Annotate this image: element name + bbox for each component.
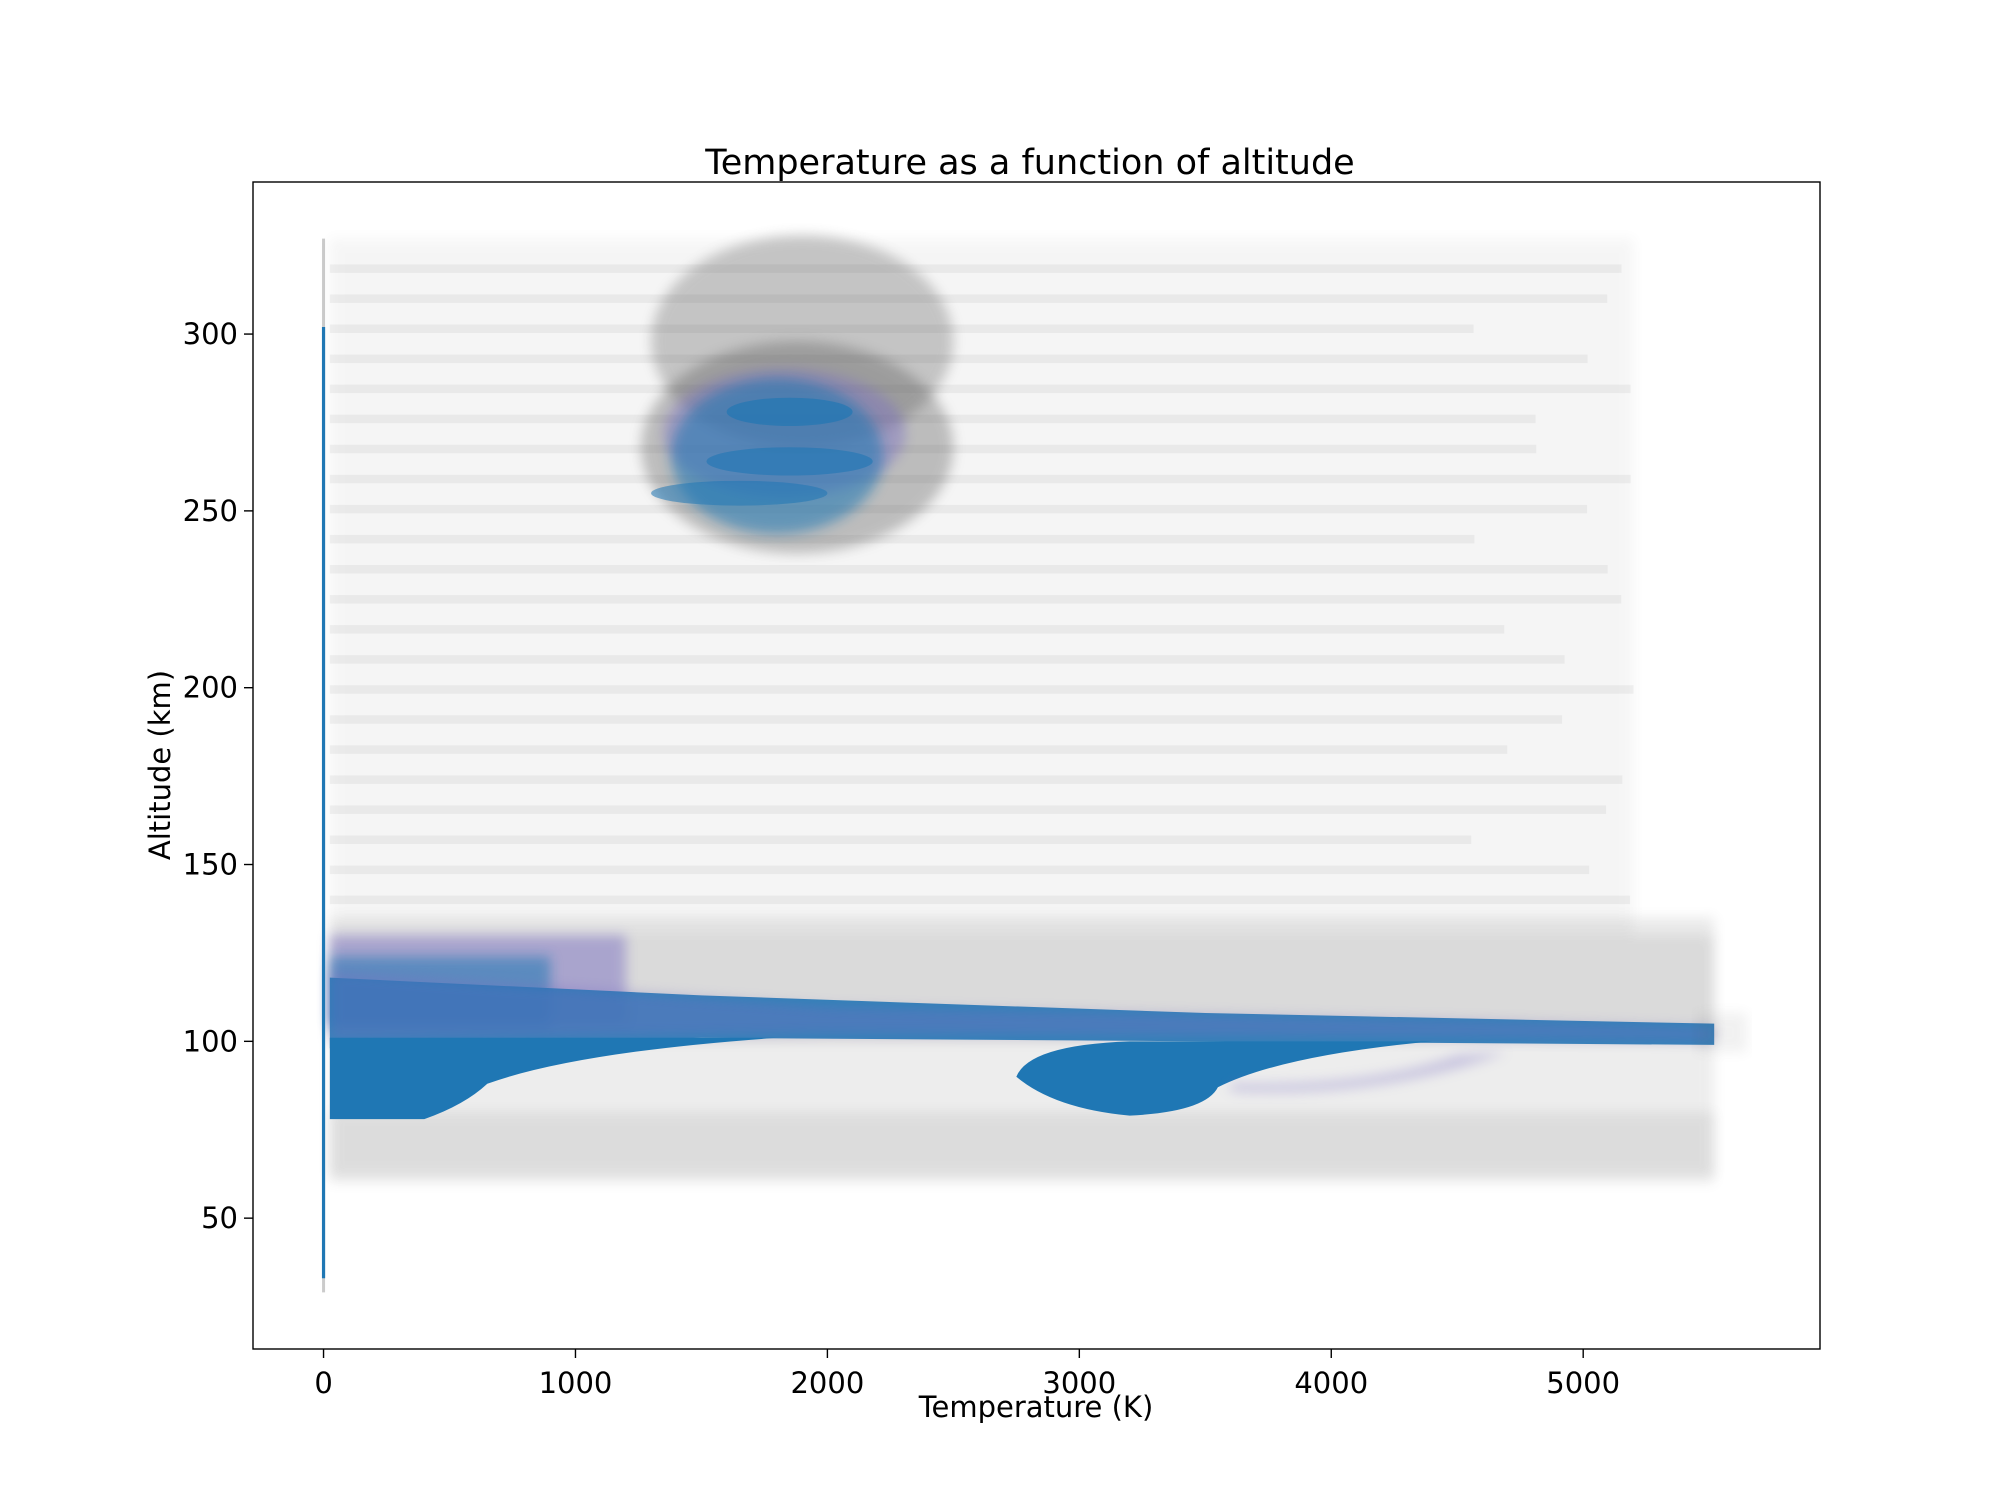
scatter-streak bbox=[329, 474, 1631, 484]
x-axis-label: Temperature (K) bbox=[918, 1390, 1154, 1424]
scatter-dense-middle bbox=[1016, 1041, 1433, 1116]
scatter-cluster-streak bbox=[706, 447, 873, 476]
y-tick-label: 100 bbox=[183, 1024, 238, 1058]
y-tick-label: 50 bbox=[201, 1201, 238, 1235]
scatter-streak bbox=[329, 835, 1472, 845]
scatter-dense-left bbox=[329, 1037, 778, 1120]
scatter-streak bbox=[329, 595, 1622, 604]
y-tick-label: 200 bbox=[183, 671, 238, 705]
scatter-streak bbox=[329, 264, 1622, 273]
y-tick-label: 250 bbox=[183, 494, 238, 528]
y-tick-label: 300 bbox=[183, 317, 238, 351]
scatter-streak bbox=[329, 895, 1631, 905]
scatter-cluster-streak bbox=[726, 397, 853, 427]
scatter-streak bbox=[329, 775, 1623, 784]
scatter-streak bbox=[329, 685, 1634, 694]
scatter-streak bbox=[329, 504, 1588, 514]
scatter-streak bbox=[329, 655, 1565, 664]
scatter-streak bbox=[329, 625, 1505, 634]
x-tick-label: 2000 bbox=[790, 1366, 864, 1400]
x-tick-label: 4000 bbox=[1294, 1366, 1368, 1400]
x-tick-label: 3000 bbox=[1042, 1366, 1116, 1400]
y-axis-label: Altitude (km) bbox=[143, 670, 177, 860]
scatter-streak bbox=[329, 805, 1607, 814]
x-axis: 0 1000 2000 3000 4000 5000 bbox=[314, 1349, 1620, 1400]
y-axis: 50 100 150 200 250 300 bbox=[183, 317, 253, 1235]
x-tick-label: 1000 bbox=[539, 1366, 613, 1400]
plot-frame bbox=[252, 181, 1821, 1350]
scatter-streak bbox=[329, 354, 1588, 364]
chart-title: Temperature as a function of altitude bbox=[704, 143, 1354, 183]
scatter-streak bbox=[329, 534, 1475, 544]
scatter-band-tail bbox=[1696, 1013, 1747, 1052]
x-tick-label: 0 bbox=[314, 1366, 332, 1400]
scatter-streak bbox=[329, 715, 1563, 724]
scatter-streak bbox=[329, 745, 1508, 754]
scatter-lower-haze bbox=[329, 1112, 1715, 1176]
y-tick-label: 150 bbox=[183, 848, 238, 882]
scatter-streak bbox=[329, 294, 1608, 303]
scatter-streak bbox=[329, 865, 1590, 875]
plot-area bbox=[321, 235, 1747, 1293]
scatter-band-edge bbox=[329, 970, 1715, 1042]
scatter-streak bbox=[329, 564, 1608, 574]
scatter-haze-upper bbox=[329, 238, 1634, 936]
scatter-right-arm bbox=[1230, 1051, 1508, 1092]
scatter-cluster-streak bbox=[651, 480, 828, 506]
scatter-streak bbox=[329, 384, 1631, 394]
x-tick-label: 5000 bbox=[1546, 1366, 1620, 1400]
